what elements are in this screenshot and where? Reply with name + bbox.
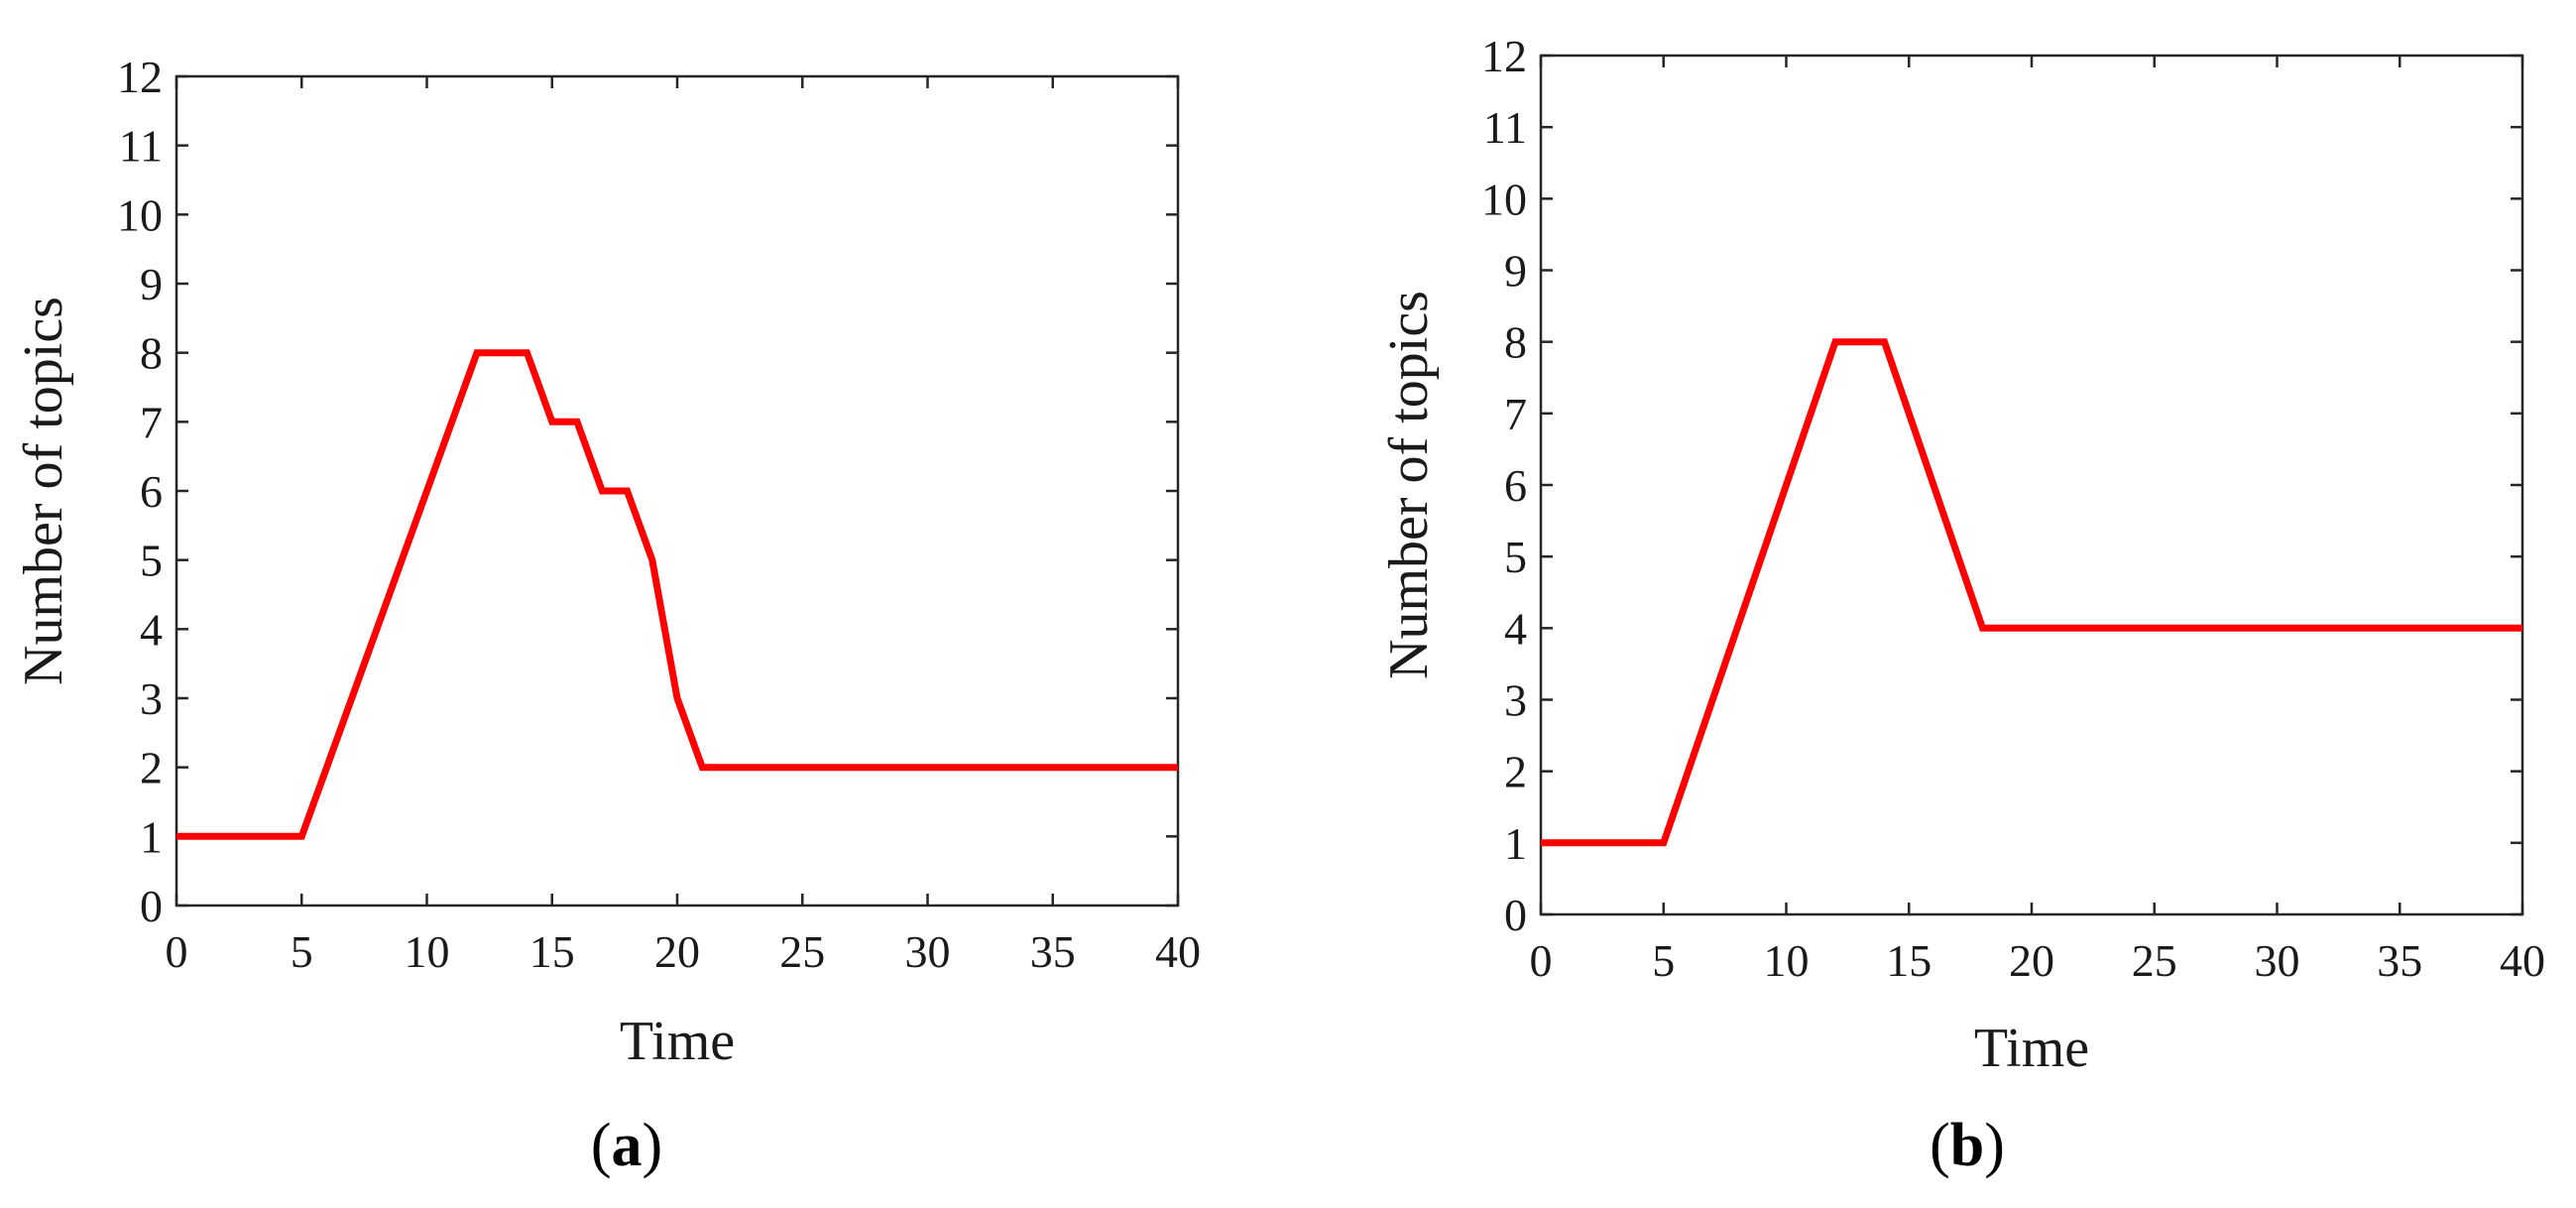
x-tick-label: 30 [2255, 935, 2300, 986]
x-tick-label: 10 [1764, 935, 1810, 986]
y-axis-title: Number of topics [1378, 291, 1440, 679]
y-tick-label: 1 [1504, 818, 1527, 869]
plot-area-frame [175, 74, 1180, 907]
y-tick-label: 4 [1504, 603, 1527, 654]
y-tick-label: 10 [1481, 174, 1527, 224]
y-tick-label: 8 [140, 328, 163, 379]
x-tick-label: 35 [1030, 926, 1076, 977]
x-tick-label: 10 [405, 926, 450, 977]
y-tick-label: 9 [140, 259, 163, 309]
y-tick-label: 10 [117, 189, 163, 240]
line-chart-a: 0 5 10 15 20 25 30 35 400123456789101112TimeNumb… [13, 52, 1201, 1179]
x-tick-label: 15 [1886, 935, 1932, 986]
plot-area-frame [1539, 54, 2524, 916]
y-tick-label: 3 [1504, 675, 1527, 726]
x-tick-label: 25 [779, 926, 825, 977]
y-tick-label: 7 [1504, 389, 1527, 439]
y-tick-label: 4 [140, 604, 163, 655]
y-tick-label: 3 [140, 673, 163, 724]
x-tick-label: 35 [2377, 935, 2422, 986]
y-tick-label: 11 [119, 121, 163, 172]
y-tick-label: 7 [140, 397, 163, 447]
y-tick-label: 1 [140, 811, 163, 862]
panel-caption-letter: a [612, 1112, 643, 1179]
x-tick-label: 0 [166, 926, 188, 977]
y-tick-label: 2 [1504, 747, 1527, 797]
x-tick-label: 20 [2009, 935, 2054, 986]
x-tick-label: 20 [654, 926, 700, 977]
y-tick-label: 5 [1504, 532, 1527, 582]
x-axis-title: Time [1974, 1018, 2089, 1079]
y-tick-label: 11 [1483, 102, 1527, 153]
line-chart-b: 0 5 10 15 20 25 30 35 400123456789101112TimeNumb… [1378, 31, 2545, 1179]
y-tick-label: 0 [1504, 890, 1527, 940]
y-tick-label: 2 [140, 743, 163, 793]
x-tick-label: 5 [291, 926, 313, 977]
panel-caption: (a) [591, 1112, 662, 1179]
y-tick-label: 8 [1504, 317, 1527, 368]
x-tick-label: 40 [1155, 926, 1201, 977]
y-tick-label: 0 [140, 881, 163, 931]
y-tick-label: 12 [117, 52, 163, 102]
x-tick-label: 25 [2132, 935, 2177, 986]
x-tick-label: 15 [529, 926, 575, 977]
x-tick-label: 0 [1530, 935, 1553, 986]
x-axis-title: Time [620, 1011, 735, 1072]
panel-caption-letter: b [1950, 1112, 1984, 1179]
chart-panel-b: 0 5 10 15 20 25 30 35 40 0 1 2 3 4 5 6 7 8 9 10 11 12 Time Numb… [1288, 0, 2576, 1208]
y-axis-title: Number of topics [13, 297, 74, 685]
panel-caption: (b) [1930, 1112, 2005, 1179]
chart-panel-a: 0 5 10 15 20 25 30 35 40 0 1 2 3 4 5 6 7 8 9 10 11 12 Time Numb… [13, 52, 1201, 1179]
x-tick-label: 5 [1652, 935, 1675, 986]
y-tick-label: 12 [1481, 31, 1527, 81]
y-tick-label: 9 [1504, 246, 1527, 297]
x-tick-label: 40 [2500, 935, 2545, 986]
series-line [1541, 338, 2522, 847]
x-tick-label: 30 [905, 926, 951, 977]
y-tick-label: 6 [140, 466, 163, 517]
y-tick-label: 6 [1504, 460, 1527, 511]
y-tick-label: 5 [140, 536, 163, 586]
series-line [176, 349, 1178, 840]
